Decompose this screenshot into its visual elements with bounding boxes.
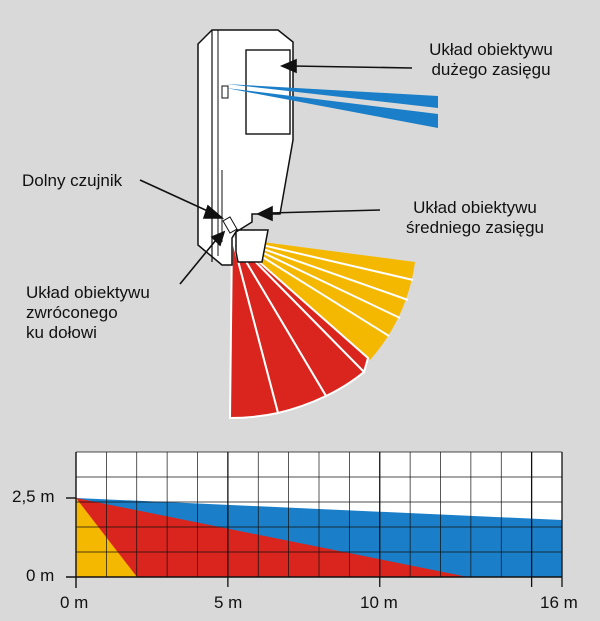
medium-zone-finger: [228, 237, 280, 420]
label-long-range-line1: Układ obiektywu: [429, 40, 553, 59]
medium-range-lens: [222, 216, 238, 234]
arrow-lower-sensor-head: [202, 204, 225, 219]
label-long-range-line2: dużego zasięgu: [431, 60, 551, 79]
medium-range-zone: [228, 237, 370, 420]
arrow-medium-range-head: [256, 205, 273, 222]
arrow-downward: [179, 239, 217, 285]
pointer-arrows: [139, 58, 413, 285]
label-medium-range-line2: średniego zasięgu: [406, 218, 544, 237]
chart-grid: [76, 451, 563, 587]
long-range-lens: [221, 85, 229, 99]
side-view-chart: [66, 451, 563, 588]
x-tick-label: 16 m: [540, 593, 578, 612]
downward-zone-fan: [232, 238, 415, 360]
y-tick-label: 0 m: [26, 566, 55, 585]
label-lower-sensor: Dolny czujnik: [22, 171, 123, 190]
y-tick-label: 2,5 m: [12, 487, 55, 506]
label-long-range: Układ obiektywu dużego zasięgu: [406, 40, 576, 80]
label-medium-range-line1: Układ obiektywu: [413, 198, 537, 217]
x-tick-label: 0 m: [60, 593, 89, 612]
long-range-zone: [226, 84, 438, 128]
x-tick-label: 10 m: [360, 593, 398, 612]
detector-body: [197, 29, 294, 266]
side-medium-range-zone: [76, 498, 468, 577]
arrow-long-range: [291, 65, 413, 69]
label-downward-line2: zwróconego: [26, 303, 118, 322]
long-range-beam: [226, 88, 438, 128]
arrow-lower-sensor: [139, 179, 213, 214]
long-range-beam: [226, 84, 438, 108]
label-downward-line3: ku dołowi: [26, 323, 97, 342]
arrow-long-range-head: [279, 58, 297, 74]
label-downward: Układ obiektywu zwróconego ku dołowi: [26, 283, 150, 343]
arrow-downward-head: [210, 230, 226, 247]
label-downward-line1: Układ obiektywu: [26, 283, 150, 302]
arrow-medium-range: [269, 209, 381, 214]
label-medium-range: Układ obiektywu średniego zasięgu: [380, 198, 570, 238]
x-tick-label: 5 m: [214, 593, 243, 612]
